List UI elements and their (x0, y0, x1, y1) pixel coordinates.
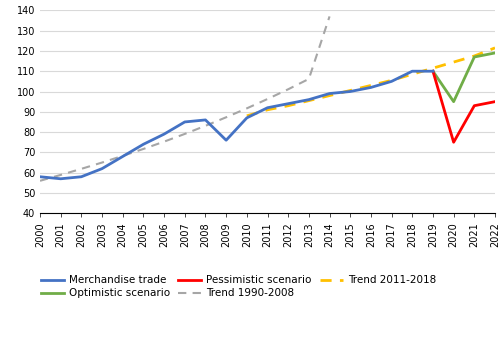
Legend: Merchandise trade, Optimistic scenario, Pessimistic scenario, Trend 1990-2008, T: Merchandise trade, Optimistic scenario, … (40, 275, 436, 299)
